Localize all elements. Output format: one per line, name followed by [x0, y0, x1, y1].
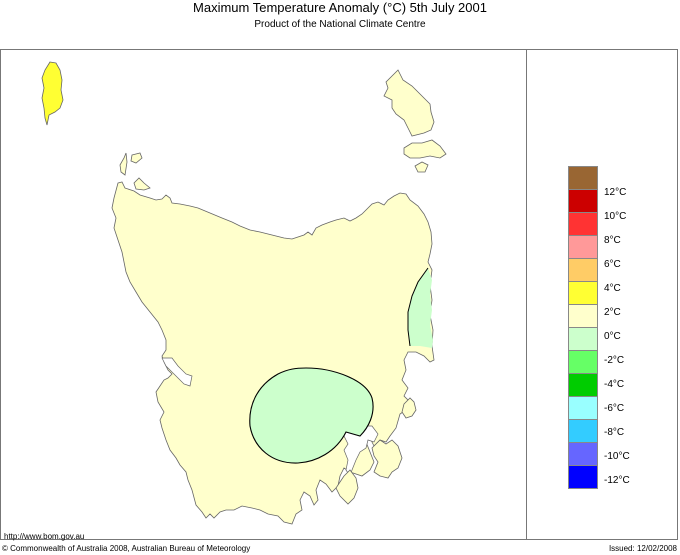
map-subtitle: Product of the National Climate Centre: [254, 19, 426, 30]
legend-label: 10°C: [604, 211, 627, 222]
hunter-island: [119, 152, 128, 176]
east-coast-contour: [407, 267, 429, 347]
map-title: Maximum Temperature Anomaly (°C) 5th Jul…: [193, 0, 487, 15]
legend-swatch: [568, 350, 598, 374]
legend-swatch: [568, 235, 598, 259]
legend-label: 6°C: [604, 259, 621, 270]
legend-swatch: [568, 189, 598, 213]
robbins-island: [133, 177, 151, 191]
legend-label: -8°C: [604, 427, 625, 438]
legend-swatch: [568, 281, 598, 305]
legend-label: 4°C: [604, 283, 621, 294]
east-coast-cool-anomaly: [408, 268, 433, 348]
legend-swatch: [568, 166, 598, 190]
issued-date: Issued: 12/02/2008: [608, 544, 677, 553]
legend-swatch: [568, 465, 598, 489]
map-frame: [0, 49, 678, 540]
cape-barren-island: [403, 139, 447, 159]
website-link[interactable]: http://www.bom.gov.au: [4, 532, 85, 541]
legend-label: 0°C: [604, 331, 621, 342]
tasmania-map: [41, 61, 447, 525]
legend-colorbar: [568, 166, 598, 489]
legend-label: 8°C: [604, 235, 621, 246]
legend-divider: [526, 49, 527, 540]
legend-label: -4°C: [604, 379, 625, 390]
legend-label: -12°C: [604, 475, 630, 486]
legend-swatch: [568, 396, 598, 420]
legend-swatch: [568, 442, 598, 466]
derwent-estuary: [343, 425, 379, 477]
king-island: [41, 61, 64, 126]
legend-label: -2°C: [604, 355, 625, 366]
clarke-island: [414, 161, 429, 173]
legend-swatch: [568, 419, 598, 443]
copyright-notice: © Commonwealth of Australia 2008, Austra…: [2, 544, 251, 553]
legend-swatch: [568, 212, 598, 236]
three-hummock-island: [130, 152, 143, 164]
legend-label: 12°C: [604, 187, 627, 198]
legend-swatch: [568, 373, 598, 397]
legend-swatch: [568, 304, 598, 328]
maria-island: [401, 397, 417, 419]
legend-label: 2°C: [604, 307, 621, 318]
flinders-island: [383, 69, 435, 137]
macquarie-harbour: [161, 357, 193, 387]
legend-label: -6°C: [604, 403, 625, 414]
legend-swatch: [568, 327, 598, 351]
legend-label: -10°C: [604, 451, 630, 462]
bruny-island: [335, 469, 359, 505]
tasman-peninsula: [371, 439, 403, 479]
legend-swatch: [568, 258, 598, 282]
central-cool-anomaly: [249, 367, 374, 464]
